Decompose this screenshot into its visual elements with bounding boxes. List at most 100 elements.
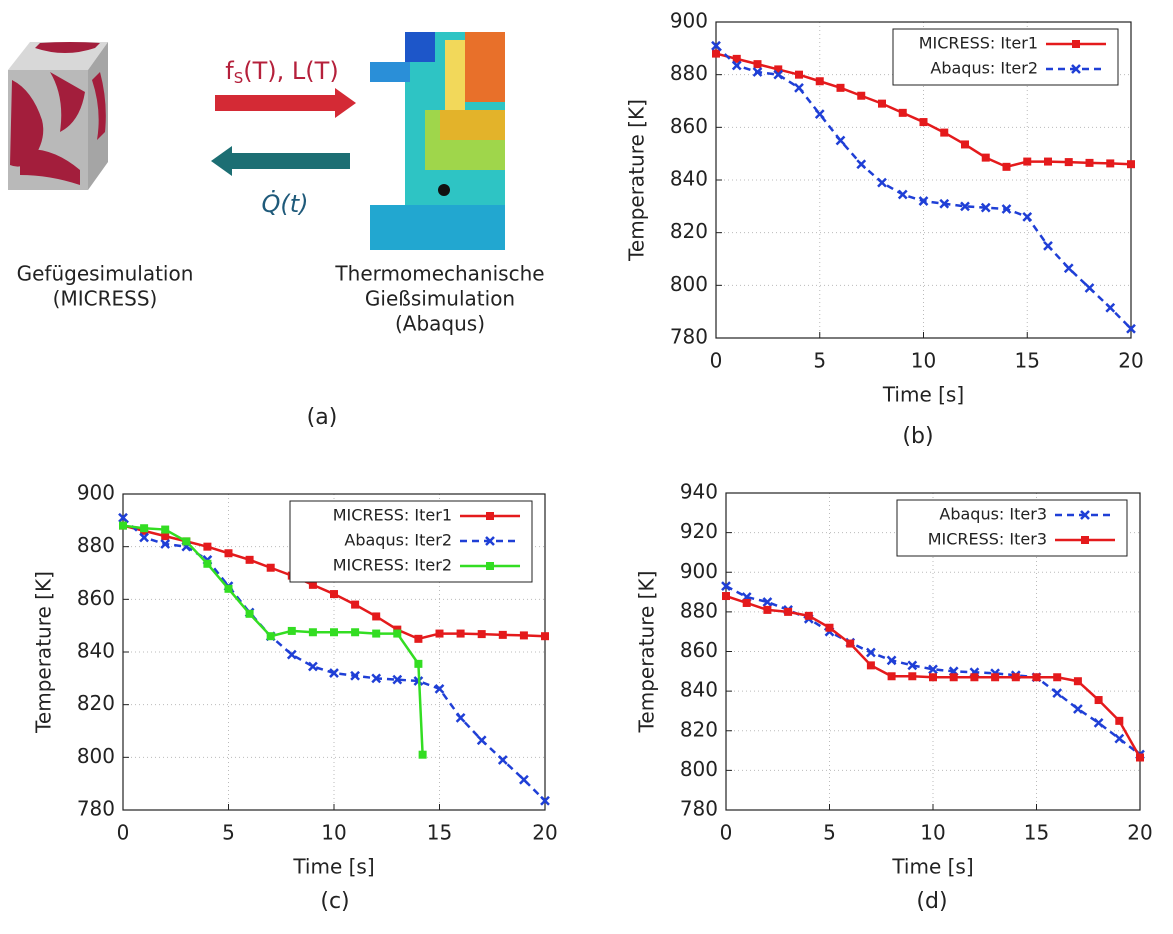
marker [961, 140, 969, 149]
arrow-right [215, 95, 335, 111]
marker [898, 108, 907, 117]
x-tick-label: 5 [222, 821, 235, 845]
marker [721, 581, 731, 592]
marker [897, 189, 908, 200]
marker [846, 639, 855, 648]
x-axis-label: Time [s] [891, 855, 973, 879]
caption: (Abaqus) [395, 312, 485, 336]
arrow-left-head [211, 146, 232, 176]
marker [372, 629, 381, 638]
marker [372, 612, 381, 621]
x-axis-label: Time [s] [292, 855, 374, 879]
marker [1073, 677, 1082, 686]
legend-marker [1072, 40, 1080, 48]
legend: MICRESS: Iter1 Abaqus: Iter2 MICRESS: Iter… [289, 500, 533, 583]
sim-part [445, 40, 465, 110]
y-tick-label: 900 [680, 559, 718, 583]
marker [393, 629, 402, 638]
sim-part [440, 110, 505, 140]
caption: Thermomechanische [334, 262, 544, 286]
legend-label: Abaqus: Iter3 [939, 505, 1047, 524]
marker [351, 600, 360, 609]
marker [1052, 688, 1063, 698]
marker [476, 735, 487, 746]
marker [773, 69, 784, 80]
cube-grains [10, 42, 106, 185]
marker [929, 673, 937, 682]
caption: (MICRESS) [53, 287, 158, 311]
marker [878, 99, 886, 108]
marker [1085, 158, 1094, 167]
marker [224, 584, 233, 593]
marker [392, 674, 403, 685]
marker [731, 60, 742, 71]
legend-label: Abaqus: Iter2 [930, 59, 1038, 78]
marker [1073, 704, 1083, 714]
marker [856, 159, 867, 170]
marker [330, 628, 338, 637]
marker [160, 539, 171, 549]
x-tick-label: 0 [117, 821, 130, 845]
marker [1063, 263, 1074, 274]
marker [118, 512, 128, 523]
marker [1114, 733, 1125, 744]
sim-part [370, 62, 410, 82]
x-tick-label: 5 [813, 349, 826, 373]
y-tick-label: 840 [680, 678, 718, 702]
marker [161, 525, 170, 534]
marker [919, 118, 928, 127]
marker [1136, 753, 1144, 762]
x-tick-label: 0 [710, 349, 723, 373]
marker [887, 672, 896, 681]
y-tick-label: 780 [77, 797, 115, 821]
x-tick-label: 20 [532, 821, 557, 845]
marker [836, 83, 845, 92]
legend-label: MICRESS: Iter3 [928, 530, 1047, 549]
x-tick-label: 20 [1127, 821, 1152, 845]
marker [456, 629, 465, 638]
y-tick-label: 860 [670, 114, 708, 138]
x-tick-label: 10 [920, 821, 945, 845]
marker [732, 54, 741, 63]
label-rest: (T), L(T) [243, 57, 338, 85]
marker [1093, 717, 1104, 728]
legend-marker [1081, 536, 1089, 544]
marker [991, 673, 1000, 682]
marker [519, 631, 528, 640]
y-tick-label: 820 [670, 219, 708, 243]
marker [477, 630, 486, 639]
y-axis-label: Temperature [K] [32, 571, 56, 734]
y-tick-label: 800 [680, 757, 718, 781]
x-tick-label: 5 [823, 821, 836, 845]
legend: Abaqus: Iter3 MICRESS: Iter3 [896, 499, 1128, 557]
marker [1106, 159, 1115, 168]
marker [245, 609, 254, 618]
marker [286, 649, 297, 660]
y-tick-label: 860 [680, 638, 718, 662]
legend-marker [485, 536, 495, 546]
marker [161, 532, 170, 541]
legend-label: Abaqus: Iter2 [344, 531, 452, 550]
marker [266, 563, 275, 572]
marker [866, 647, 876, 658]
y-tick-label: 820 [77, 691, 115, 715]
marker [540, 795, 550, 806]
legend: MICRESS: Iter1 Abaqus: Iter2 [892, 28, 1119, 86]
marker [763, 605, 772, 614]
marker [1002, 162, 1011, 171]
marker [928, 664, 938, 675]
caption: Gießsimulation [365, 287, 515, 311]
marker [857, 91, 866, 100]
marker [804, 611, 813, 620]
y-tick-label: 920 [680, 519, 718, 543]
marker [835, 135, 846, 146]
marker [1115, 716, 1124, 725]
plot-frame [725, 492, 1141, 811]
marker [918, 196, 929, 206]
y-tick-label: 800 [77, 744, 115, 768]
x-tick-label: 15 [1015, 349, 1040, 373]
marker [266, 632, 275, 641]
marker [877, 177, 887, 188]
sim-part [465, 32, 505, 102]
x-tick-label: 20 [1118, 349, 1143, 373]
